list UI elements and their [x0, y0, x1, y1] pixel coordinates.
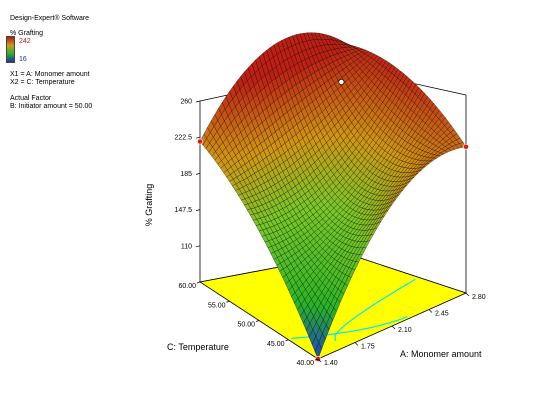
design-point-2 [463, 143, 469, 150]
z-tick-mark [195, 209, 201, 211]
design-point-4 [338, 79, 345, 85]
software-label: Design-Expert® Software [10, 15, 90, 22]
x-axis-title: A: Monomer amount [400, 349, 482, 359]
z-tick-label: 147.5 [174, 207, 192, 214]
actual-factor-value: B: Initiator amount = 50.00 [10, 103, 93, 110]
x-tick-mark [317, 358, 322, 363]
y-tick-label: 60.00 [178, 283, 196, 290]
y-tick-label: 40.00 [296, 360, 314, 367]
color-scale-bar [6, 36, 15, 63]
x-tick-mark [391, 325, 396, 330]
scale-low-value: 16 [19, 56, 27, 63]
x1-definition: X1 = A: Monomer amount [10, 71, 90, 78]
response-surface [199, 32, 467, 360]
actual-factor-heading: Actual Factor [10, 95, 52, 102]
y-tick-mark [255, 320, 260, 322]
z-axis-title: % Grafting [144, 184, 154, 227]
y-tick-label: 45.00 [267, 341, 285, 348]
z-tick-label: 260 [180, 99, 192, 106]
z-tick-mark [195, 100, 201, 103]
y-tick-mark [226, 300, 230, 303]
x-tick-label: 2.10 [398, 327, 412, 334]
x-tick-mark [428, 309, 433, 313]
y-axis-title: C: Temperature [167, 342, 229, 352]
z-tick-mark [195, 245, 201, 248]
z-tick-label: 185 [180, 171, 192, 178]
x-tick-label: 1.75 [361, 344, 375, 351]
scale-high-value: 242 [19, 38, 31, 45]
y-tick-label: 50.00 [237, 322, 255, 329]
x-tick-label: 1.40 [324, 360, 338, 367]
x-tick-label: 2.45 [435, 311, 449, 318]
x2-definition: X2 = C: Temperature [10, 79, 75, 86]
y-tick-label: 55.00 [208, 302, 226, 309]
y-tick-mark [196, 281, 201, 284]
x-tick-mark [354, 342, 359, 346]
contour-line-2 [334, 278, 416, 342]
x-tick-mark [465, 292, 470, 297]
x-tick-label: 2.80 [472, 294, 486, 301]
axes: 110 147.5 185 222.5 260 % Grafting 1.40 1.75 2.1… [144, 99, 486, 368]
design-point-1 [197, 138, 203, 145]
y-tick-mark [314, 358, 319, 361]
y-tick-mark [285, 339, 289, 342]
response-name: % Grafting [10, 30, 44, 37]
z-tick-label: 222.5 [174, 135, 192, 142]
z-tick-mark [195, 173, 201, 175]
design-points [197, 79, 469, 362]
surface-cell [314, 342, 322, 360]
z-tick-label: 110 [181, 243, 192, 250]
z-tick-mark [195, 136, 201, 139]
